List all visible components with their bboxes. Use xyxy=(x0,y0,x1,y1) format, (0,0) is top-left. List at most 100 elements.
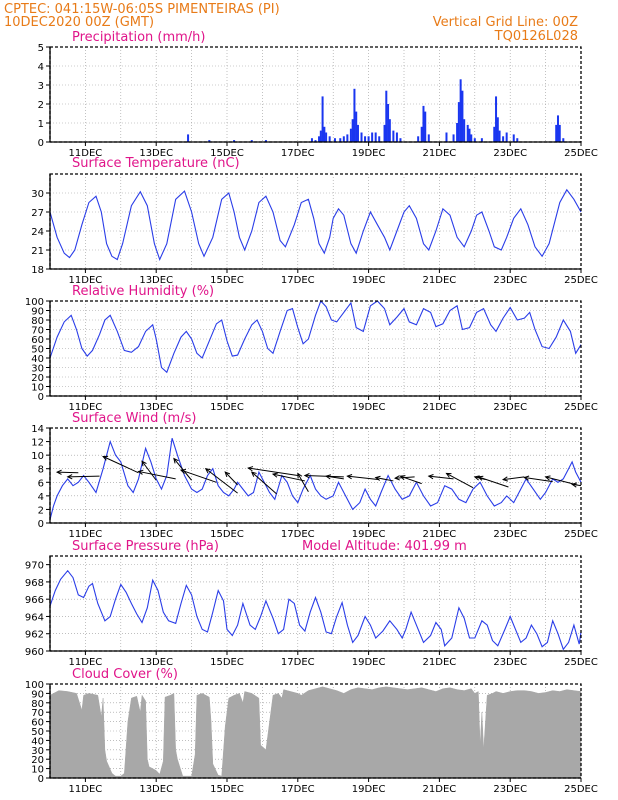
y-tick-label: 80 xyxy=(31,699,44,710)
wind-arrow-head xyxy=(571,482,578,488)
panel-frame xyxy=(49,46,582,143)
y-tick-label: 21 xyxy=(31,246,44,257)
wind-arrow xyxy=(428,475,454,480)
wind-arrow-head xyxy=(66,474,73,480)
precip-bar xyxy=(456,123,459,142)
y-tick-label: 30 xyxy=(31,364,44,375)
x-tick-label: 21DEC xyxy=(423,275,457,286)
x-tick-label: 23DEC xyxy=(493,529,527,540)
wind-arrow-head xyxy=(271,472,278,478)
precip-bar xyxy=(461,90,464,142)
y-tick-label: 968 xyxy=(25,578,44,589)
panel-temp: 18 21 24 27 30 11DEC 13DEC 15DEC 17DEC 19DEC 21DEC… xyxy=(31,156,598,286)
precip-bar xyxy=(187,134,190,142)
precip-bar xyxy=(395,132,398,142)
wind-arrow-head xyxy=(303,473,310,479)
precip-bar xyxy=(480,138,483,142)
x-tick-label: 19DEC xyxy=(352,784,386,795)
precip-bar xyxy=(233,140,236,142)
x-tick-label: 21DEC xyxy=(423,784,457,795)
precip-bar xyxy=(356,124,359,142)
precip-bar xyxy=(562,138,565,142)
x-tick-label: 19DEC xyxy=(352,402,386,413)
precip-bar xyxy=(388,119,391,142)
temp-series-line xyxy=(49,188,582,262)
wind-arrow-head xyxy=(137,469,144,475)
precip-bar xyxy=(333,138,336,142)
precip-bar xyxy=(208,140,211,142)
x-tick-label: 25DEC xyxy=(564,402,598,413)
precip-bar xyxy=(516,138,519,142)
panel-title: Relative Humidity (%) xyxy=(72,284,214,299)
precip-bar xyxy=(466,124,469,142)
panel-wind: 0 2 4 6 8 10 12 14 11DEC 13DEC 15DEC 17DEC 19DEC 21DE… xyxy=(31,411,598,540)
x-tick-label: 25DEC xyxy=(564,275,598,286)
y-tick-label: 60 xyxy=(31,718,44,729)
cloud-cover-area xyxy=(49,686,582,779)
wind-arrow xyxy=(503,476,525,481)
x-tick-label: 23DEC xyxy=(493,148,527,159)
y-tick-label: 20 xyxy=(31,755,44,766)
y-tick-label: 1 xyxy=(38,119,44,130)
precip-bar xyxy=(346,134,349,142)
x-tick-label: 23DEC xyxy=(493,657,527,668)
y-tick-label: 2 xyxy=(38,505,44,516)
x-tick-label: 13DEC xyxy=(139,275,173,286)
y-tick-label: 20 xyxy=(31,373,44,384)
precip-bar xyxy=(468,128,471,142)
precip-bar xyxy=(349,128,352,142)
wind-arrow xyxy=(67,475,100,478)
y-tick-label: 80 xyxy=(31,316,44,327)
header-grid-note: Vertical Grid Line: 00Z xyxy=(433,15,578,30)
wind-arrow xyxy=(478,476,509,488)
precip-bar xyxy=(250,140,253,142)
x-tick-label: 17DEC xyxy=(281,784,315,795)
precip-bar xyxy=(339,138,342,142)
wind-arrow xyxy=(272,473,305,482)
y-tick-label: 30 xyxy=(31,746,44,757)
y-tick-label: 0 xyxy=(38,138,44,149)
y-tick-label: 60 xyxy=(31,335,44,346)
x-tick-label: 11DEC xyxy=(69,148,103,159)
y-tick-label: 14 xyxy=(31,424,44,435)
precip-bar xyxy=(505,132,508,142)
panel-title: Surface Pressure (hPa) xyxy=(72,539,219,554)
header-source-location: CPTEC: 041:15W-06:05S PIMENTEIRAS (PI) xyxy=(4,2,280,17)
precip-bar xyxy=(364,136,367,142)
panel-title: Cloud Cover (%) xyxy=(72,667,178,682)
precip-bar xyxy=(367,136,370,142)
wind-arrow-head xyxy=(250,471,257,477)
x-tick-label: 15DEC xyxy=(210,529,244,540)
y-tick-label: 18 xyxy=(31,265,44,276)
x-tick-label: 25DEC xyxy=(564,529,598,540)
x-tick-label: 21DEC xyxy=(423,148,457,159)
wind-arrow-head xyxy=(224,471,231,478)
y-tick-label: 100 xyxy=(25,297,44,308)
precip-bar xyxy=(457,102,460,142)
precip-bar xyxy=(310,138,313,142)
x-tick-label: 23DEC xyxy=(493,275,527,286)
panel-precip: 0 1 2 3 4 5 11DEC 13DEC 15DEC 17DEC 19DEC 21DEC 23DE… xyxy=(38,30,598,159)
wind-arrow-head xyxy=(477,475,484,481)
x-tick-label: 17DEC xyxy=(281,275,315,286)
wind-arrow-head xyxy=(427,474,434,480)
pressure-series-line xyxy=(49,569,582,651)
wind-arrow-head xyxy=(394,475,400,481)
precip-bar xyxy=(319,130,322,142)
precip-bar xyxy=(417,136,420,142)
wind-arrow xyxy=(248,467,298,476)
wind-arrows xyxy=(55,455,582,495)
precip-bar xyxy=(498,130,501,142)
x-tick-label: 13DEC xyxy=(139,784,173,795)
wind-arrow xyxy=(224,471,238,486)
precip-bar xyxy=(459,79,462,142)
precip-bar xyxy=(496,117,499,142)
x-tick-label: 25DEC xyxy=(564,148,598,159)
precip-bar xyxy=(318,136,321,142)
precip-bar xyxy=(328,136,331,142)
precip-bar xyxy=(314,140,317,142)
wind-arrow-head xyxy=(55,469,62,475)
precip-bar xyxy=(420,126,423,142)
